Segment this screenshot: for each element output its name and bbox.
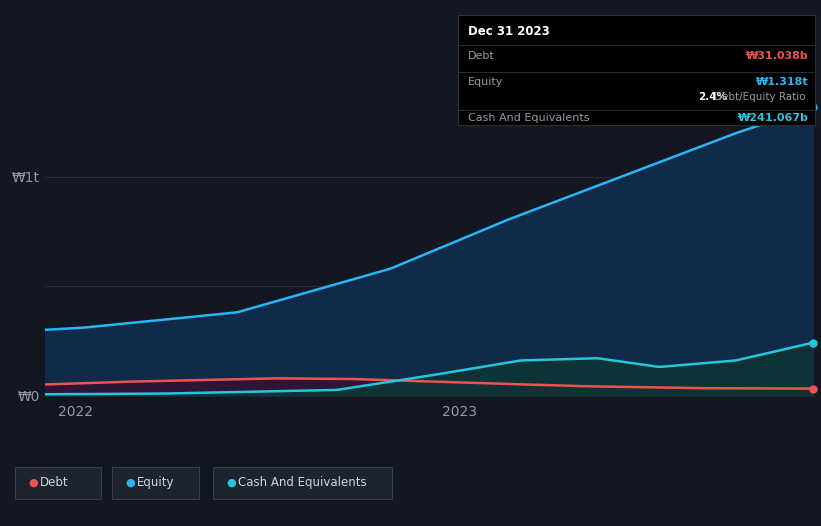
Text: ●: ● [126, 478, 135, 488]
Text: 2.4%: 2.4% [698, 92, 727, 102]
Text: Equity: Equity [468, 77, 503, 87]
Text: ●: ● [227, 478, 236, 488]
Text: Cash And Equivalents: Cash And Equivalents [238, 477, 367, 489]
Text: Debt: Debt [39, 477, 68, 489]
Text: ₩241.067b: ₩241.067b [738, 113, 809, 123]
Text: Cash And Equivalents: Cash And Equivalents [468, 113, 589, 123]
Text: Dec 31 2023: Dec 31 2023 [468, 25, 550, 38]
Text: Debt/Equity Ratio: Debt/Equity Ratio [714, 92, 806, 102]
Text: ●: ● [28, 478, 38, 488]
Text: ₩1.318t: ₩1.318t [756, 77, 809, 87]
Text: ₩31.038b: ₩31.038b [746, 52, 809, 62]
Text: Debt: Debt [468, 52, 495, 62]
Text: Equity: Equity [137, 477, 175, 489]
